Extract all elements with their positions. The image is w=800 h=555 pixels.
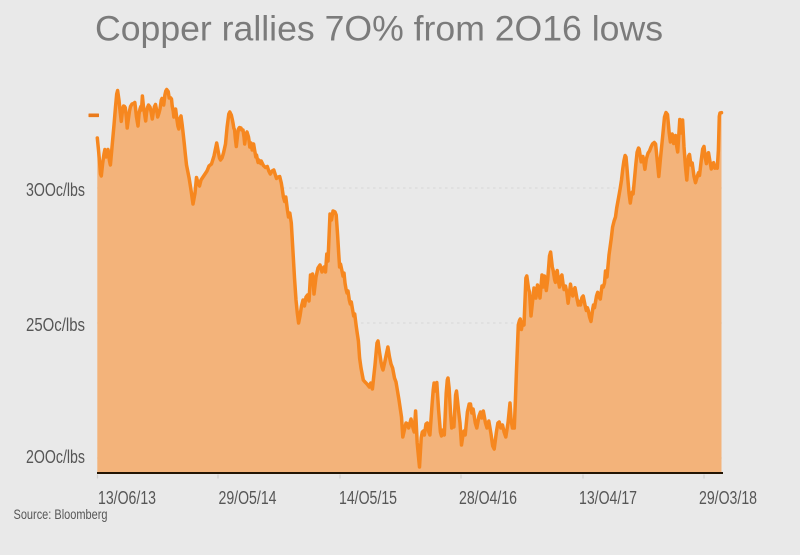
- svg-text:25Oc/lbs: 25Oc/lbs: [26, 315, 85, 335]
- svg-text:14/O5/15: 14/O5/15: [339, 488, 397, 508]
- svg-text:3OOc/lbs: 3OOc/lbs: [26, 180, 85, 200]
- svg-text:28/O4/16: 28/O4/16: [459, 488, 517, 508]
- svg-text:Copper rallies 7O% from 2O16 l: Copper rallies 7O% from 2O16 lows: [95, 10, 663, 49]
- svg-text:13/O4/17: 13/O4/17: [579, 488, 637, 508]
- svg-text:13/O6/13: 13/O6/13: [98, 488, 156, 508]
- svg-text:Source: Bloomberg: Source: Bloomberg: [14, 507, 108, 522]
- svg-text:29/O5/14: 29/O5/14: [219, 488, 277, 508]
- svg-text:2OOc/lbs: 2OOc/lbs: [26, 447, 85, 467]
- svg-text:29/O3/18: 29/O3/18: [699, 488, 757, 508]
